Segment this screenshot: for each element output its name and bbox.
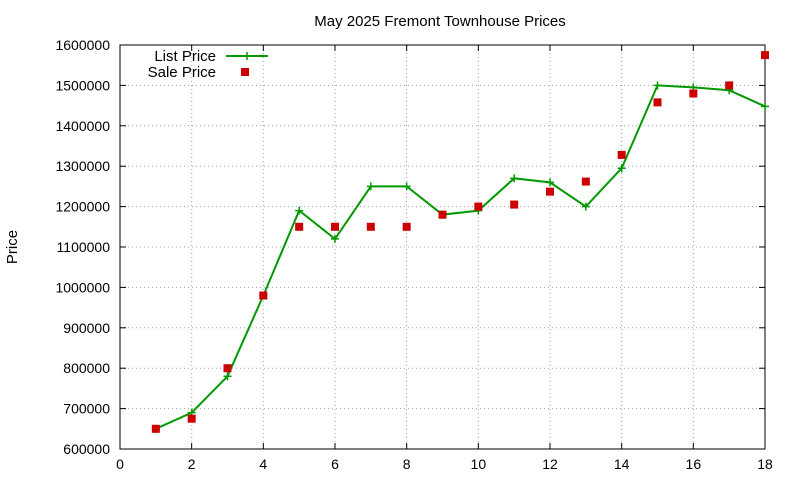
chart-title: May 2025 Fremont Townhouse Prices bbox=[314, 13, 566, 30]
sale-price-point bbox=[223, 364, 232, 373]
legend-swatch-sale-price bbox=[241, 68, 249, 76]
y-tick-label: 1400000 bbox=[55, 118, 110, 134]
y-tick-label: 700000 bbox=[63, 401, 110, 417]
y-tick-label: 1100000 bbox=[57, 239, 111, 255]
legend-swatch-list-price bbox=[226, 52, 268, 60]
list-price-point bbox=[761, 102, 769, 111]
x-tick-label: 10 bbox=[471, 456, 487, 472]
plot-frame bbox=[119, 44, 766, 450]
list-price-point bbox=[653, 81, 662, 90]
y-tick-label: 1300000 bbox=[55, 158, 110, 174]
y-tick-label: 900000 bbox=[63, 320, 110, 336]
axis-ticks: 0 2 4 6 8 10 12 14 16 18 600000 700000 800000 900000 1… bbox=[55, 37, 773, 472]
sale-price-point bbox=[725, 81, 734, 90]
legend-marker-sale-price bbox=[241, 68, 249, 76]
sale-price-point bbox=[617, 150, 626, 159]
list-price-point bbox=[581, 202, 590, 211]
sale-price-point bbox=[331, 222, 339, 231]
sale-price-point bbox=[366, 222, 375, 231]
sale-price-point bbox=[653, 98, 662, 107]
x-tick-label: 12 bbox=[542, 456, 558, 472]
sale-price-point bbox=[295, 222, 304, 231]
plot-series bbox=[151, 51, 769, 433]
legend-marker-list-price bbox=[243, 52, 251, 60]
x-tick-label: 8 bbox=[403, 456, 411, 472]
list-price-point bbox=[295, 206, 304, 215]
y-tick-label: 600000 bbox=[63, 441, 110, 457]
list-price-point bbox=[366, 182, 375, 191]
sale-price-point bbox=[187, 414, 196, 423]
list-price-point bbox=[510, 174, 519, 183]
y-tick-label: 1500000 bbox=[55, 77, 110, 93]
sale-price-point bbox=[510, 200, 519, 209]
list-price-point bbox=[331, 234, 339, 243]
sale-price-point bbox=[259, 291, 268, 300]
list-price-point bbox=[223, 372, 232, 381]
y-tick-label: 1600000 bbox=[55, 37, 110, 53]
list-price-point bbox=[402, 182, 411, 191]
grid-lines bbox=[120, 45, 765, 449]
x-tick-label: 4 bbox=[259, 456, 267, 472]
sale-price-point bbox=[402, 222, 411, 231]
y-axis-label: Price bbox=[4, 230, 21, 264]
sale-price-point bbox=[438, 210, 447, 219]
x-tick-label: 16 bbox=[686, 456, 702, 472]
sale-price-point bbox=[151, 424, 160, 433]
x-tick-label: 14 bbox=[614, 456, 630, 472]
y-tick-label: 1200000 bbox=[55, 199, 110, 215]
list-price-line bbox=[155, 84, 766, 430]
legend: List Price Sale Price bbox=[148, 48, 268, 81]
sale-price-point bbox=[546, 187, 554, 196]
sale-price-point bbox=[581, 177, 590, 186]
legend-label-list-price: List Price bbox=[154, 48, 216, 65]
x-tick-label: 0 bbox=[116, 456, 124, 472]
list-price-point bbox=[617, 164, 626, 173]
x-tick-label: 18 bbox=[757, 456, 773, 472]
legend-label-sale-price: Sale Price bbox=[148, 64, 216, 81]
list-price-point bbox=[546, 178, 554, 187]
y-tick-label: 800000 bbox=[63, 360, 110, 376]
sale-price-point bbox=[689, 89, 698, 98]
y-tick-label: 1000000 bbox=[55, 279, 110, 295]
x-tick-label: 2 bbox=[188, 456, 196, 472]
x-tick-label: 6 bbox=[331, 456, 339, 472]
sale-price-point bbox=[474, 202, 483, 211]
sale-price-point bbox=[761, 51, 769, 60]
